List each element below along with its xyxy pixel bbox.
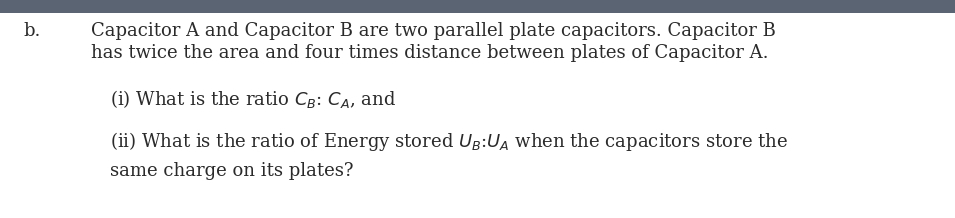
- Text: has twice the area and four times distance between plates of Capacitor A.: has twice the area and four times distan…: [91, 44, 768, 62]
- Text: Capacitor A and Capacitor B are two parallel plate capacitors. Capacitor B: Capacitor A and Capacitor B are two para…: [91, 22, 775, 40]
- Text: (i) What is the ratio $C_B$: $C_A$, and: (i) What is the ratio $C_B$: $C_A$, and: [110, 88, 395, 110]
- Text: b.: b.: [24, 22, 41, 40]
- Text: (ii) What is the ratio of Energy stored $U_B$:$U_A$ when the capacitors store th: (ii) What is the ratio of Energy stored …: [110, 130, 788, 153]
- Text: same charge on its plates?: same charge on its plates?: [110, 162, 353, 180]
- Bar: [0, 0, 955, 13]
